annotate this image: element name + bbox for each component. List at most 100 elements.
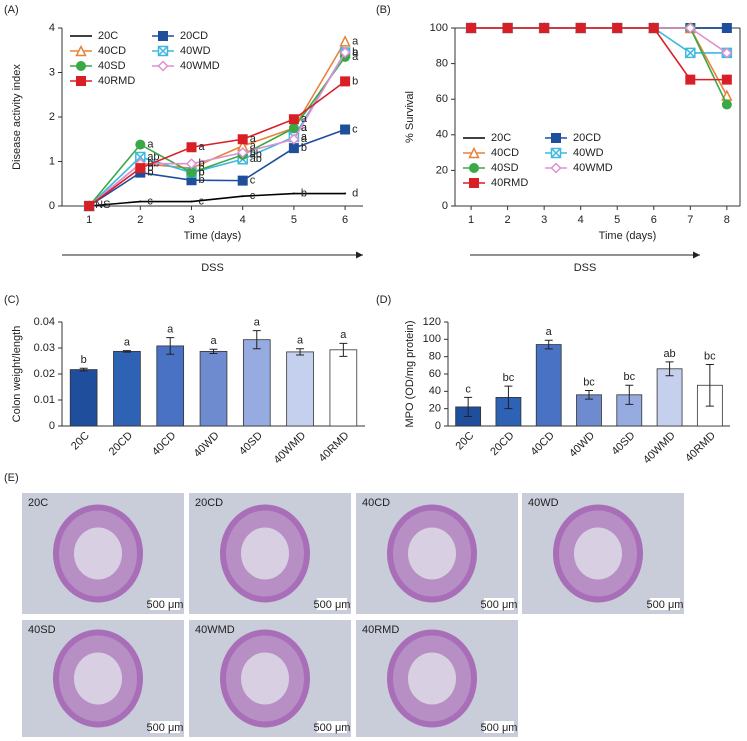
legend-marker bbox=[550, 162, 562, 174]
x-tick-label: 6 bbox=[342, 214, 348, 226]
x-tick-label: 40RMD bbox=[683, 430, 718, 465]
dss-label: DSS bbox=[201, 262, 224, 274]
legend-label: 20CD bbox=[573, 132, 601, 144]
x-tick-label: 20C bbox=[454, 430, 477, 453]
legend-label: 40SD bbox=[491, 162, 519, 174]
legend-marker bbox=[468, 163, 480, 173]
x-tick-label: 40CD bbox=[150, 430, 178, 458]
tissue-lumen bbox=[408, 527, 456, 580]
x-tick-label: 40CD bbox=[529, 430, 557, 458]
legend-marker bbox=[75, 61, 87, 71]
x-tick-label: 6 bbox=[651, 214, 657, 226]
tissue-lumen bbox=[241, 527, 289, 580]
series-line bbox=[471, 27, 727, 81]
bar-letter: ab bbox=[663, 348, 675, 360]
point-label: b bbox=[301, 142, 307, 154]
error-bar bbox=[705, 363, 714, 407]
y-tick-label: 0 bbox=[49, 420, 55, 432]
point-label: b bbox=[147, 162, 153, 174]
y-tick-label: 2 bbox=[49, 111, 55, 123]
x-axis-label: Time (days) bbox=[184, 230, 242, 242]
point bbox=[135, 139, 146, 150]
error-bar bbox=[209, 348, 218, 354]
x-tick-label: 3 bbox=[541, 214, 547, 226]
x-tick-label: 5 bbox=[614, 214, 620, 226]
y-tick-label: 80 bbox=[436, 58, 448, 70]
scale-bar-label: 500 μm bbox=[147, 599, 184, 611]
scale-box bbox=[150, 721, 180, 733]
bar bbox=[199, 350, 228, 427]
x-tick-label: 2 bbox=[137, 214, 143, 226]
y-axis-label: % Survival bbox=[404, 91, 416, 143]
tissue-lumen bbox=[74, 652, 122, 705]
point-label: a bbox=[250, 133, 257, 145]
error-bar bbox=[464, 396, 473, 417]
point bbox=[339, 35, 351, 47]
legend-marker bbox=[158, 31, 168, 41]
point bbox=[288, 114, 299, 125]
point-label: c bbox=[250, 190, 256, 202]
tissue-lumen bbox=[574, 527, 622, 580]
x-tick-label: 20CD bbox=[107, 430, 135, 458]
bar bbox=[535, 344, 562, 427]
point-label: a bbox=[301, 133, 308, 145]
point-label: c bbox=[352, 123, 358, 135]
scale-bar-label: 500 μm bbox=[481, 722, 518, 734]
point bbox=[190, 200, 193, 203]
y-tick-label: 0.01 bbox=[34, 394, 55, 406]
bar-letter: a bbox=[297, 335, 304, 347]
bar bbox=[156, 345, 185, 427]
bar-letter: b bbox=[81, 354, 87, 366]
y-axis-label: MPO (OD/mg protein) bbox=[404, 321, 416, 428]
legend-label: 40CD bbox=[98, 45, 126, 57]
x-axis-label: Time (days) bbox=[599, 230, 657, 242]
point-label: a bbox=[199, 141, 206, 153]
bar-letter: a bbox=[546, 326, 553, 338]
x-tick-label: 4 bbox=[578, 214, 584, 226]
point-label: c bbox=[250, 175, 256, 187]
legend-label: 40SD bbox=[98, 60, 126, 72]
series-line bbox=[88, 80, 346, 207]
point bbox=[721, 99, 732, 110]
point bbox=[241, 195, 244, 198]
series-line bbox=[88, 52, 346, 207]
point bbox=[344, 192, 347, 195]
point bbox=[292, 192, 295, 195]
y-axis-label: Colon weight/length bbox=[11, 326, 23, 423]
series-line bbox=[471, 27, 728, 105]
y-tick-label: 4 bbox=[49, 22, 55, 34]
error-bar bbox=[252, 330, 261, 350]
y-tick-label: 100 bbox=[423, 333, 441, 345]
scale-bar-label: 500 μm bbox=[647, 599, 684, 611]
y-tick-label: 0.02 bbox=[34, 368, 55, 380]
point bbox=[539, 23, 550, 33]
bar bbox=[69, 369, 98, 427]
bar bbox=[286, 351, 314, 427]
micrograph-label: 20CD bbox=[195, 497, 223, 509]
x-tick-label: 4 bbox=[240, 214, 246, 226]
point-label: b bbox=[199, 174, 205, 186]
point-label: a bbox=[352, 46, 359, 58]
series-line bbox=[88, 52, 346, 207]
point-label: a bbox=[301, 122, 308, 134]
legend-marker bbox=[157, 60, 169, 72]
x-tick-label: 40SD bbox=[610, 430, 638, 458]
point-label: b bbox=[250, 147, 256, 159]
panel-label: (A) bbox=[4, 4, 19, 16]
point bbox=[288, 143, 299, 154]
series-line bbox=[471, 27, 728, 97]
scale-bar-label: 500 μm bbox=[314, 722, 351, 734]
x-tick-label: 20C bbox=[69, 430, 92, 453]
scale-box bbox=[484, 721, 514, 733]
bar bbox=[329, 349, 358, 427]
point bbox=[288, 133, 300, 145]
micrograph-label: 40CD bbox=[362, 497, 390, 509]
y-tick-label: 0.04 bbox=[34, 316, 55, 328]
point-label: a bbox=[301, 131, 308, 143]
legend-label: 40RMD bbox=[98, 75, 135, 87]
point bbox=[186, 142, 197, 153]
error-bar bbox=[504, 385, 513, 410]
point bbox=[466, 23, 477, 33]
point bbox=[502, 23, 513, 33]
series-line bbox=[89, 192, 346, 207]
